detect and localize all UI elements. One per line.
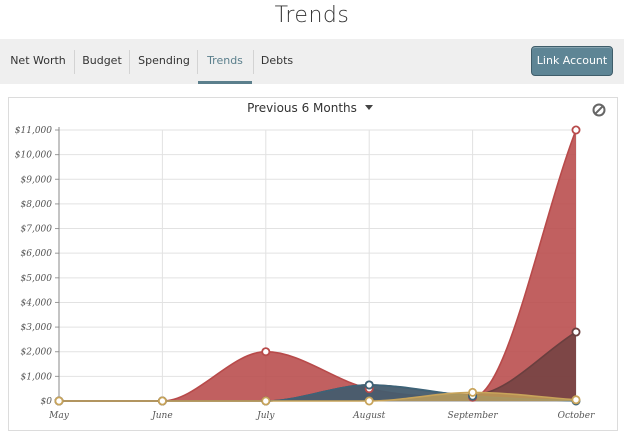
y-tick-label: $11,000 xyxy=(15,126,52,136)
chart-points xyxy=(54,125,581,406)
chart-areas xyxy=(59,129,577,402)
top-navigation: Net Worth Budget Spending Trends Debts xyxy=(0,39,624,84)
tab-budget[interactable]: Budget xyxy=(82,54,122,67)
tab-debts[interactable]: Debts xyxy=(260,54,294,67)
range-dropdown-label: Previous 6 Months xyxy=(247,101,357,115)
tab-divider xyxy=(129,50,130,74)
x-tick-label: October xyxy=(558,411,596,421)
x-tick-label: September xyxy=(448,411,499,421)
series-line xyxy=(59,391,577,402)
tab-divider xyxy=(74,50,75,74)
data-point[interactable] xyxy=(261,396,271,406)
y-tick-label: $0 xyxy=(41,397,53,407)
y-tick-label: $2,000 xyxy=(21,348,53,358)
tab-divider xyxy=(253,50,254,74)
tab-divider xyxy=(197,50,198,74)
y-tick-label: $3,000 xyxy=(21,323,53,333)
circle-slash-icon[interactable] xyxy=(592,102,606,117)
data-point[interactable] xyxy=(54,396,64,406)
y-tick-label: $10,000 xyxy=(15,151,52,161)
x-tick-label: July xyxy=(255,411,275,421)
page-title: Trends xyxy=(274,3,350,28)
chart-grid xyxy=(55,127,577,402)
x-tick-label: August xyxy=(352,411,385,421)
y-tick-label: $1,000 xyxy=(21,372,53,382)
caret-down-icon xyxy=(364,105,373,110)
y-tick-label: $5,000 xyxy=(21,274,53,284)
range-dropdown[interactable]: Previous 6 Months xyxy=(240,101,380,119)
x-tick-label: May xyxy=(48,411,70,421)
series-line xyxy=(59,129,577,402)
data-point[interactable] xyxy=(261,347,271,357)
data-point[interactable] xyxy=(571,327,581,337)
x-tick-label: June xyxy=(150,411,173,421)
data-point[interactable] xyxy=(364,396,374,406)
chart-labels: $0 $1,000 $2,000 $3,000 $4,000 $5,000 $6,000 $7… xyxy=(15,126,595,421)
data-point[interactable] xyxy=(571,125,581,135)
y-tick-label: $6,000 xyxy=(21,249,53,259)
data-point[interactable] xyxy=(157,396,167,406)
data-point[interactable] xyxy=(364,380,374,390)
data-point[interactable] xyxy=(571,395,581,405)
y-tick-label: $7,000 xyxy=(21,225,53,235)
link-account-button[interactable]: Link Account xyxy=(531,46,613,76)
series-area xyxy=(59,332,576,401)
y-tick-label: $9,000 xyxy=(21,175,53,185)
tab-net-worth[interactable]: Net Worth xyxy=(10,54,66,67)
tab-trends[interactable]: Trends xyxy=(198,39,252,84)
data-point[interactable] xyxy=(468,387,478,397)
series-area xyxy=(59,130,576,401)
y-tick-label: $4,000 xyxy=(21,298,53,308)
y-tick-label: $8,000 xyxy=(21,200,53,210)
tab-spending[interactable]: Spending xyxy=(138,54,190,67)
